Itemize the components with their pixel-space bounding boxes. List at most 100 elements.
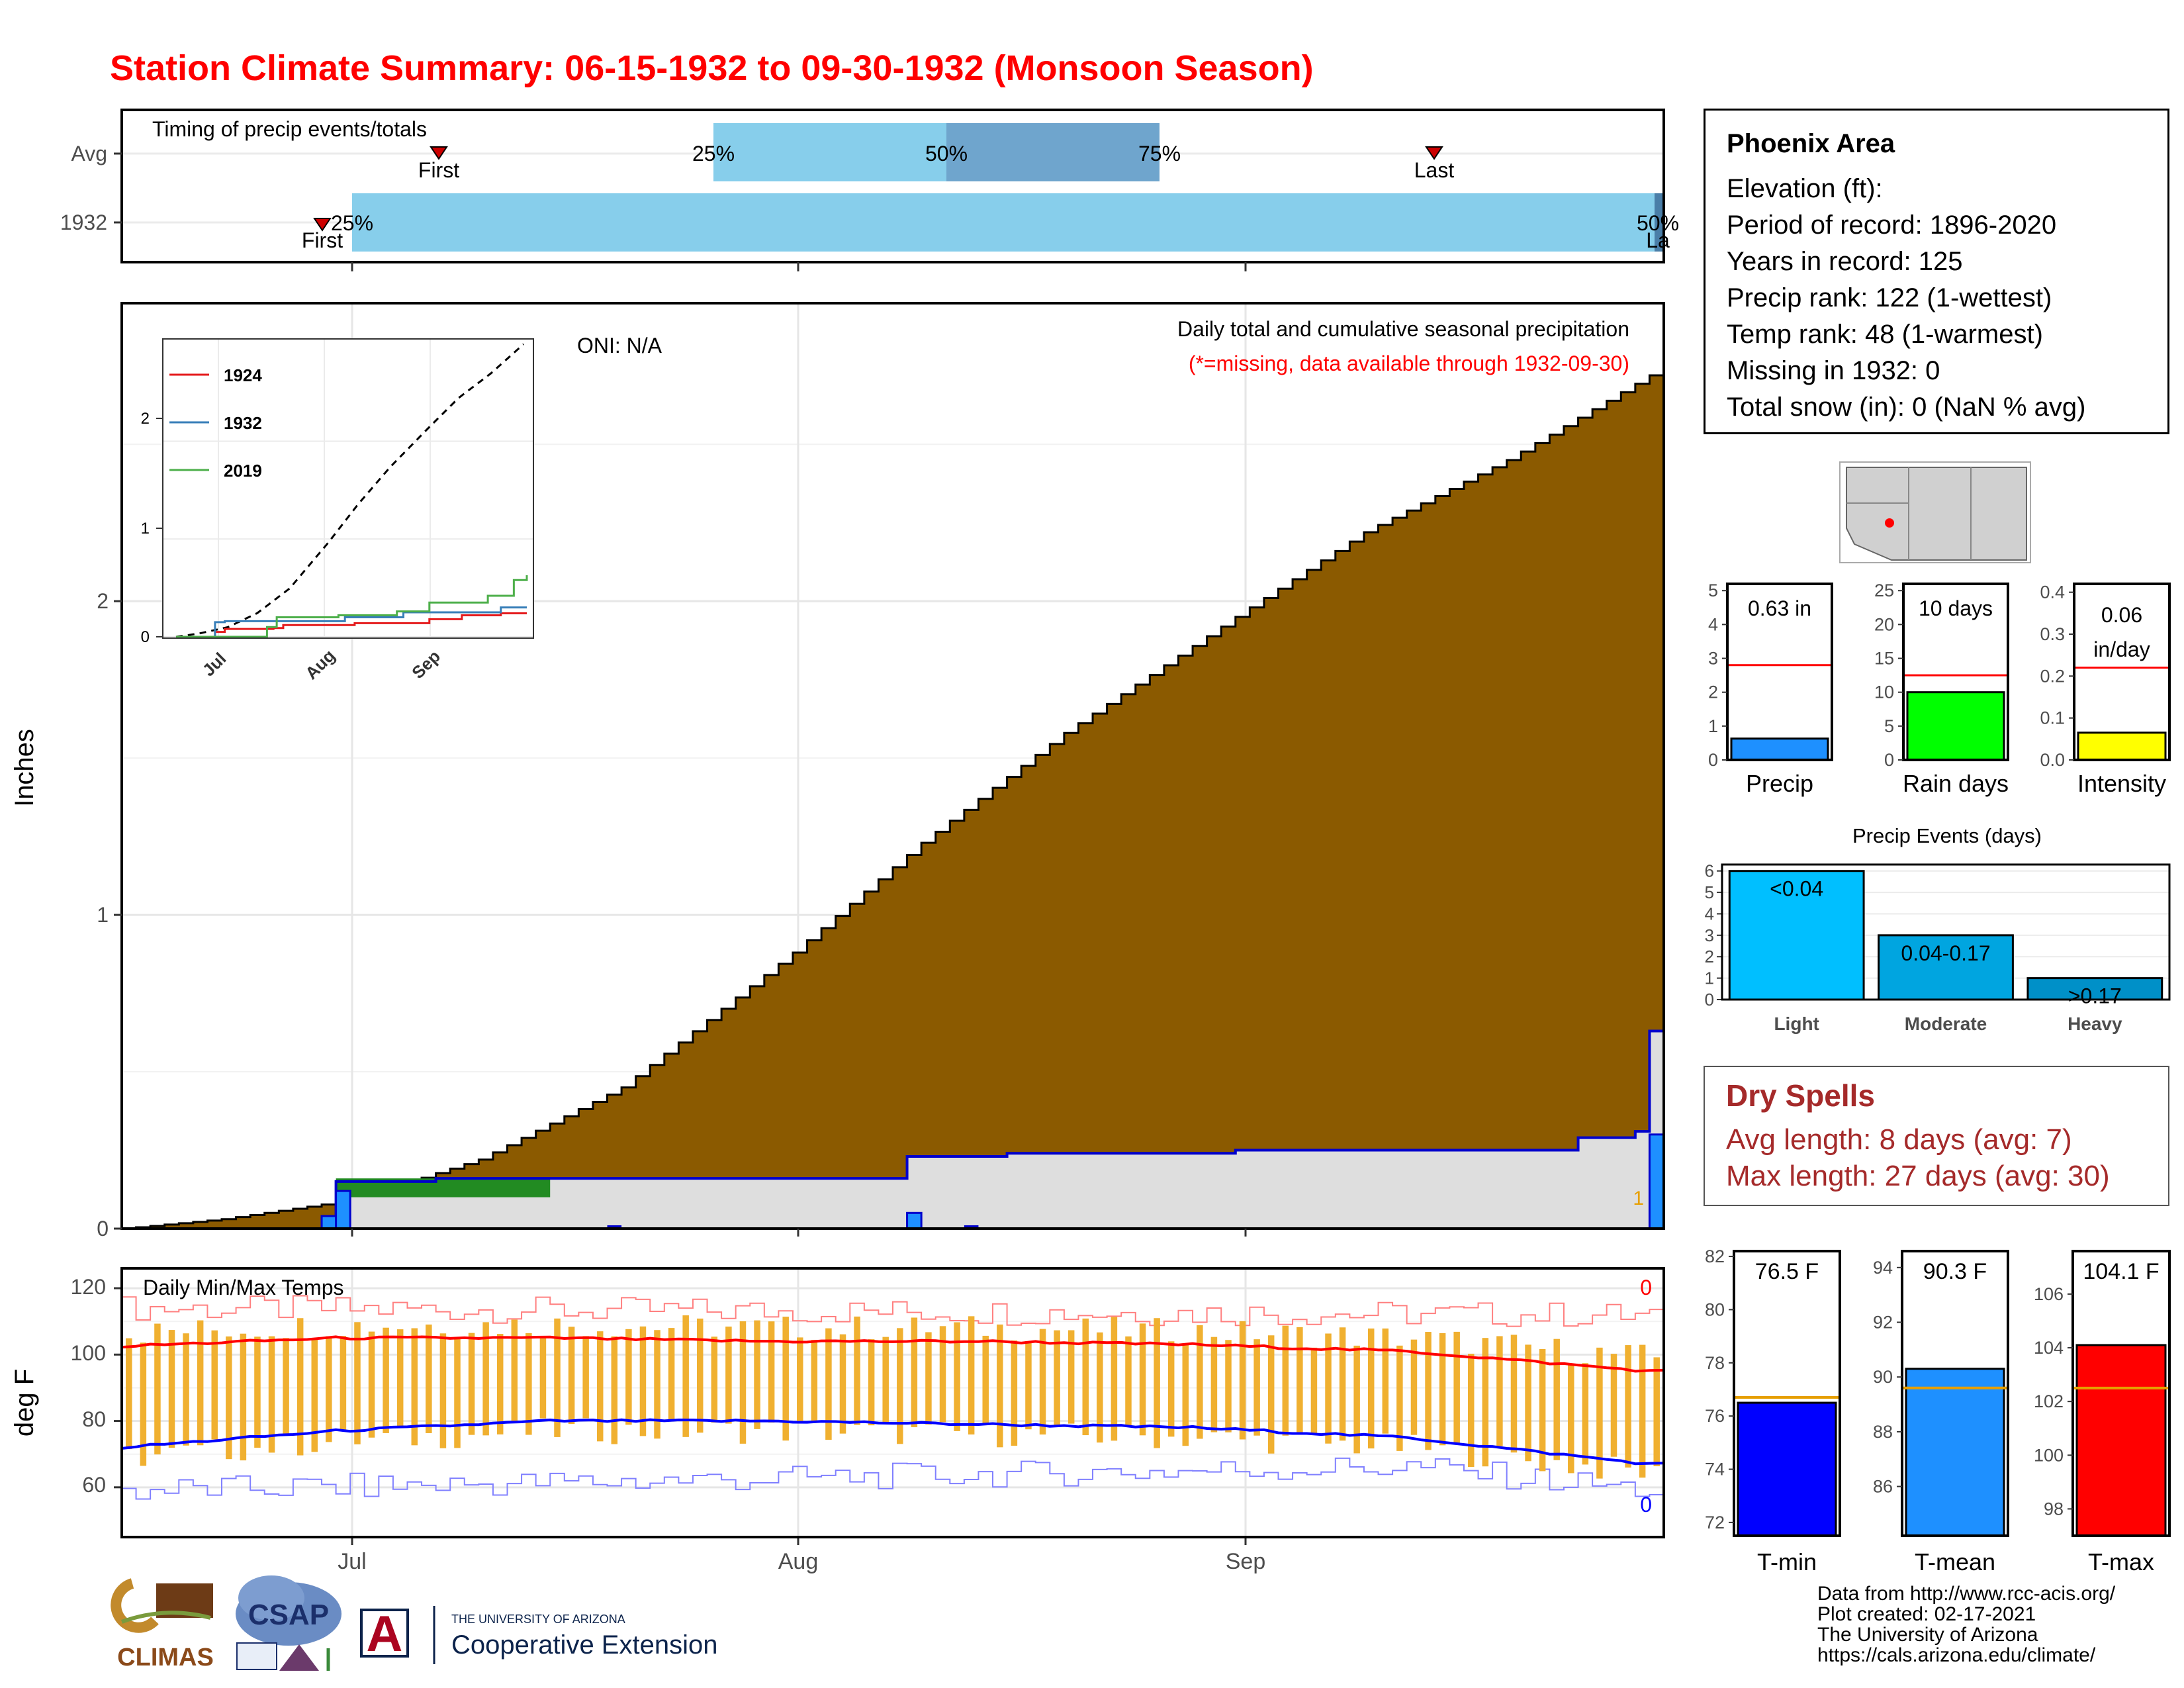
daily-temp-bar bbox=[1639, 1344, 1646, 1478]
temp-bar-ytick-0-1: 74 bbox=[1705, 1460, 1725, 1479]
events-ytick-5: 5 bbox=[1705, 882, 1714, 902]
daily-temp-bar bbox=[1367, 1328, 1375, 1449]
mini-bar-1 bbox=[1906, 691, 2005, 761]
year-cumulative-line bbox=[122, 1029, 1664, 1230]
daily-temp-bar bbox=[1282, 1325, 1289, 1436]
ua-logo-letter: A bbox=[367, 1606, 403, 1662]
daily-temp-bar bbox=[1510, 1335, 1518, 1453]
events-ytick-4: 4 bbox=[1705, 904, 1714, 923]
info-temp-rank: Temp rank: 48 (1-warmest) bbox=[1727, 320, 2043, 349]
daily-temp-bar bbox=[725, 1327, 732, 1424]
daily-temp-bar bbox=[1353, 1345, 1360, 1454]
temp-right-top: 0 bbox=[1640, 1276, 1652, 1299]
info-precip-rank: Precip rank: 122 (1-wettest) bbox=[1727, 283, 2052, 312]
inset-legend-1924: 1924 bbox=[224, 365, 262, 385]
trace-precip-bar bbox=[607, 1225, 622, 1229]
mini-ytick-1-0: 0 bbox=[1884, 750, 1894, 770]
record-low-line bbox=[122, 1457, 1664, 1500]
daily-temp-bar bbox=[1596, 1347, 1603, 1479]
state-map bbox=[1839, 461, 2031, 563]
daily-temp-bar bbox=[997, 1324, 1003, 1448]
daily-temp-bar bbox=[1453, 1331, 1460, 1444]
mini-ytick-0-1: 1 bbox=[1708, 716, 1718, 736]
events-bar-label-0: <0.04 bbox=[1770, 877, 1823, 901]
mini-value-label-2-a: 0.06 bbox=[2101, 603, 2142, 627]
mini-value-label-0: 0.63 in bbox=[1748, 596, 1811, 620]
temp-bar-ytick-0-0: 72 bbox=[1705, 1513, 1725, 1532]
mini-ytick-0-2: 2 bbox=[1708, 682, 1718, 702]
daily-temp-bar bbox=[126, 1338, 132, 1450]
temp-bar-ytick-1-3: 92 bbox=[1873, 1313, 1893, 1333]
daily-temp-bar bbox=[811, 1340, 818, 1423]
temp-bar-ytick-1-0: 86 bbox=[1873, 1477, 1893, 1497]
timing-year-first: First bbox=[302, 228, 343, 252]
temp-ylabel: deg F bbox=[10, 1369, 39, 1436]
daily-temp-bar bbox=[368, 1331, 375, 1438]
temp-right-bottom: 0 bbox=[1640, 1493, 1652, 1517]
mini-ytick-0-4: 4 bbox=[1708, 614, 1718, 634]
events-ytick-6: 6 bbox=[1705, 861, 1714, 881]
temp-ytick-60: 60 bbox=[82, 1473, 106, 1497]
temp-category-2: T-max bbox=[2088, 1548, 2154, 1575]
daily-temp-bar bbox=[383, 1327, 389, 1433]
mini-category-1: Rain days bbox=[1903, 770, 2009, 797]
month-label-jul: Jul bbox=[338, 1549, 366, 1574]
daily-temp-bar bbox=[1197, 1325, 1203, 1439]
daily-temp-bar bbox=[354, 1322, 361, 1444]
temp-value-label-1: 90.3 F bbox=[1923, 1259, 1987, 1284]
daily-temp-bar bbox=[682, 1315, 689, 1437]
events-panel-border bbox=[1721, 863, 2171, 1001]
daily-precip-bar bbox=[320, 1215, 338, 1230]
daily-temp-bar bbox=[439, 1333, 447, 1448]
station-info-box: Phoenix Area Elevation (ft): Period of r… bbox=[1704, 109, 2169, 434]
daily-temp-bar bbox=[411, 1328, 418, 1446]
precip-ylabel: Inches bbox=[10, 729, 39, 807]
daily-temp-bar bbox=[254, 1336, 261, 1448]
daily-temp-bar bbox=[1625, 1345, 1631, 1468]
dry-spells-max: Max length: 27 days (avg: 30) bbox=[1726, 1160, 2110, 1192]
timing-year-p25: 25% bbox=[331, 211, 373, 235]
mini-ytick-1-1: 5 bbox=[1884, 716, 1894, 736]
daily-temp-bar bbox=[568, 1327, 575, 1425]
daily-temp-bar bbox=[197, 1320, 204, 1446]
daily-temp-bar bbox=[1382, 1328, 1389, 1434]
temp-ytick-120: 120 bbox=[71, 1275, 106, 1299]
daily-temp-bar bbox=[1396, 1345, 1403, 1451]
precip-right-label: 1 bbox=[1633, 1188, 1644, 1209]
events-bar-1 bbox=[1878, 934, 2014, 1001]
avg-timing-bar-50-75 bbox=[946, 123, 1160, 181]
month-label-aug: Aug bbox=[778, 1549, 819, 1574]
daily-temp-bar bbox=[754, 1320, 760, 1429]
daily-temp-bar bbox=[1468, 1354, 1475, 1468]
csap-logo-text: CSAP bbox=[248, 1599, 329, 1631]
timing-avg-p50: 50% bbox=[925, 142, 968, 165]
daily-temp-bar bbox=[296, 1318, 304, 1456]
daily-temp-bar bbox=[797, 1337, 803, 1423]
daily-temp-bar bbox=[1125, 1336, 1132, 1426]
temp-category-1: T-mean bbox=[1915, 1548, 1995, 1575]
temp-bar-2 bbox=[2075, 1344, 2167, 1537]
info-missing: Missing in 1932: 0 bbox=[1727, 356, 1940, 385]
daily-temp-bar bbox=[340, 1336, 347, 1430]
dry-spells-avg: Avg length: 8 days (avg: 7) bbox=[1726, 1123, 2072, 1156]
daily-temp-bar bbox=[283, 1338, 289, 1434]
precip-subtitle: Daily total and cumulative seasonal prec… bbox=[1177, 317, 1629, 341]
daily-precip-bar bbox=[906, 1211, 923, 1230]
daily-precip-bar bbox=[335, 1190, 351, 1230]
daily-temp-bar bbox=[1210, 1336, 1218, 1432]
inset-ytick-1: 1 bbox=[141, 520, 150, 538]
inset-ytick-0: 0 bbox=[141, 628, 150, 646]
dry-spells-title: Dry Spells bbox=[1726, 1078, 1875, 1113]
mini-ytick-1-5: 25 bbox=[1874, 581, 1894, 600]
events-bar-label-2: >0.17 bbox=[2068, 984, 2122, 1008]
credit-university: The University of Arizona bbox=[1817, 1624, 2038, 1646]
daily-temp-bar bbox=[1025, 1341, 1032, 1430]
daily-temp-bar bbox=[1496, 1336, 1503, 1446]
precip-ytick-1: 1 bbox=[97, 903, 109, 927]
daily-temp-bar bbox=[1011, 1340, 1018, 1446]
precip-ytick-2: 2 bbox=[97, 589, 109, 613]
inset-line-2019 bbox=[176, 575, 528, 638]
timing-row-avg: Avg bbox=[71, 142, 107, 165]
daily-temp-bar bbox=[468, 1333, 475, 1435]
ua-small-text: THE UNIVERSITY OF ARIZONA bbox=[451, 1613, 625, 1626]
